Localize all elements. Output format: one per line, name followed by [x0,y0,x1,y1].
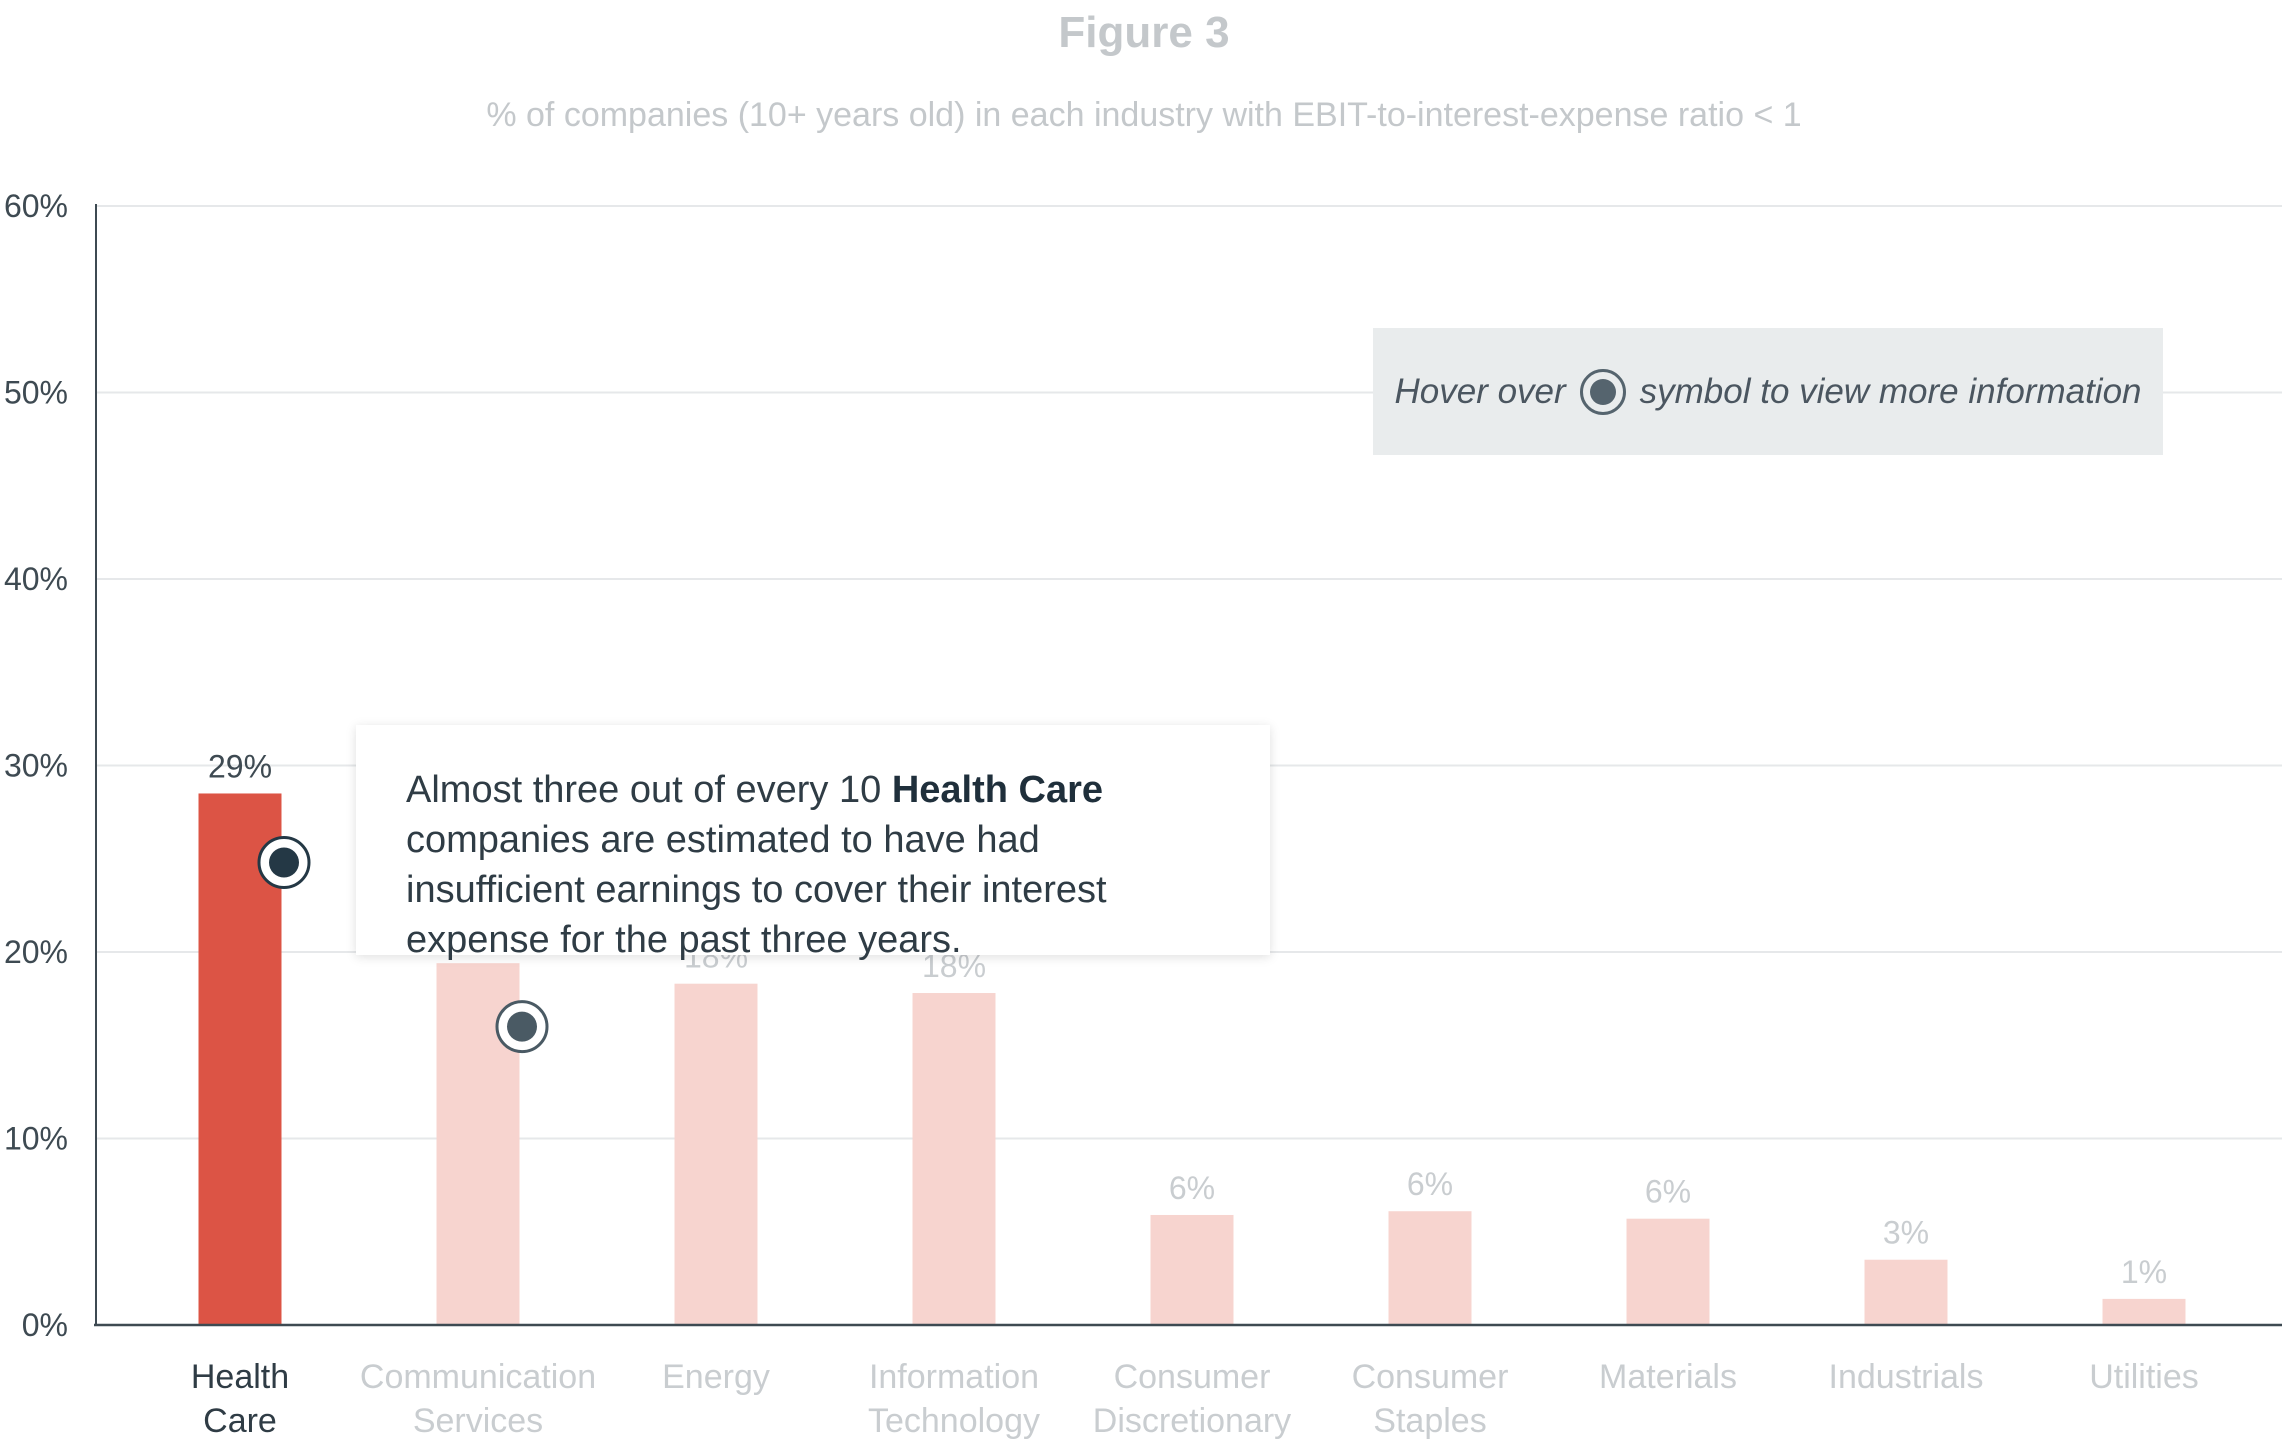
y-tick-label: 40% [4,561,68,597]
value-label: 6% [1407,1166,1453,1202]
bar [1864,1259,1948,1325]
x-category-label: Information [869,1358,1039,1396]
x-axis-categories: Health Care Communication Services Energy Inf… [191,1358,2199,1440]
tooltip-text-after: companies are estimated to have had insu… [406,819,1107,961]
x-category-label: Services [413,1402,543,1440]
y-axis-ticks: 0% 10% 20% 30% 40% 50% 60% [4,188,68,1343]
figure-subtitle: % of companies (10+ years old) in each i… [486,96,1802,134]
x-category-label: Energy [662,1358,770,1396]
axes [94,204,2282,1327]
x-category-label: Consumer [1114,1358,1271,1396]
figure-title: Figure 3 [1058,8,1230,57]
bar [674,983,758,1325]
y-tick-label: 0% [22,1307,68,1343]
bar [1150,1214,1234,1325]
hover-hint-after: symbol to view more information [1639,371,2142,411]
bar [1626,1218,1710,1325]
marker-dot-icon [507,1011,537,1042]
bar [1388,1211,1472,1325]
info-marker[interactable] [257,835,311,889]
y-tick-label: 60% [4,188,68,224]
x-category-label: Technology [868,1402,1040,1440]
x-category-label: Industrials [1829,1358,1984,1396]
info-marker[interactable] [495,1000,549,1054]
tooltip-text-before: Almost three out of every 10 [406,769,892,811]
y-tick-label: 50% [4,375,68,411]
x-category-label: Utilities [2089,1358,2199,1396]
x-category-label: Health [191,1358,289,1396]
x-category-label: Consumer [1352,1358,1509,1396]
value-label: 29% [208,748,272,784]
x-category-label: Materials [1599,1358,1737,1396]
x-category-label: Care [203,1402,277,1440]
y-tick-label: 20% [4,934,68,970]
value-label: 1% [2121,1254,2167,1290]
bar [2102,1298,2186,1325]
info-markers[interactable] [257,835,549,1054]
x-category-label: Discretionary [1093,1402,1291,1440]
marker-dot-icon [269,847,299,878]
tooltip-health-care: Almost three out of every 10 Health Care… [356,725,1270,961]
hover-hint-box: Hover over symbol to view more informati… [1373,328,2163,455]
x-category-label: Communication [360,1358,596,1396]
y-tick-label: 30% [4,748,68,784]
info-symbol-icon [1579,368,1626,415]
tooltip-bold-industry: Health Care [891,769,1104,811]
x-category-label: Staples [1373,1402,1486,1440]
y-tick-label: 10% [4,1121,68,1157]
hover-hint-before: Hover over [1394,371,1566,411]
value-label: 6% [1645,1174,1691,1210]
bar [912,993,996,1325]
value-label: 3% [1883,1215,1929,1251]
value-label: 6% [1169,1170,1215,1206]
